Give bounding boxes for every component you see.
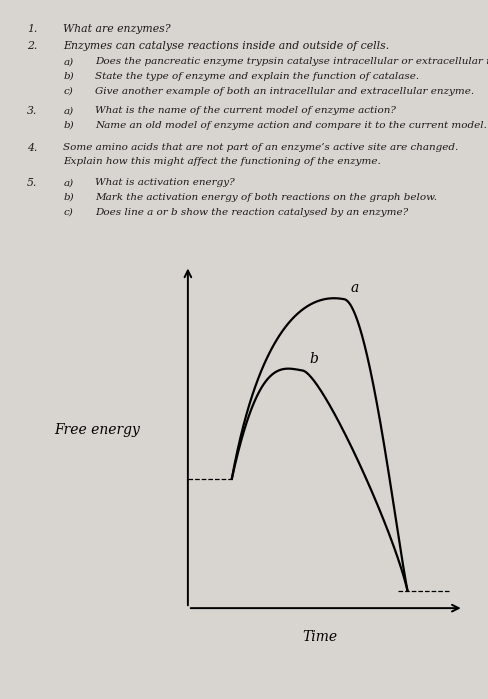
Text: Does line a or b show the reaction catalysed by an enzyme?: Does line a or b show the reaction catal… [95, 208, 408, 217]
Text: b: b [310, 352, 319, 366]
Text: What are enzymes?: What are enzymes? [63, 24, 171, 34]
Text: 1.: 1. [27, 24, 37, 34]
Text: a): a) [63, 178, 74, 187]
Text: 5.: 5. [27, 178, 37, 188]
Text: b): b) [63, 121, 74, 130]
Text: Some amino acids that are not part of an enzyme’s active site are changed.: Some amino acids that are not part of an… [63, 143, 459, 152]
Text: 2.: 2. [27, 41, 37, 51]
Text: Give another example of both an intracellular and extracellular enzyme.: Give another example of both an intracel… [95, 87, 474, 96]
Text: Time: Time [302, 630, 337, 644]
Text: a): a) [63, 57, 74, 66]
Text: 4.: 4. [27, 143, 37, 152]
Text: c): c) [63, 208, 73, 217]
Text: b): b) [63, 193, 74, 202]
Text: Free energy: Free energy [55, 423, 141, 437]
Text: Name an old model of enzyme action and compare it to the current model.: Name an old model of enzyme action and c… [95, 121, 487, 130]
Text: State the type of enzyme and explain the function of catalase.: State the type of enzyme and explain the… [95, 72, 419, 81]
Text: 3.: 3. [27, 106, 37, 116]
Text: What is activation energy?: What is activation energy? [95, 178, 235, 187]
Text: a: a [350, 281, 359, 295]
Text: Enzymes can catalyse reactions inside and outside of cells.: Enzymes can catalyse reactions inside an… [63, 41, 390, 51]
Text: Mark the activation energy of both reactions on the graph below.: Mark the activation energy of both react… [95, 193, 437, 202]
Text: b): b) [63, 72, 74, 81]
Text: a): a) [63, 106, 74, 115]
Text: Explain how this might affect the functioning of the enzyme.: Explain how this might affect the functi… [63, 157, 381, 166]
Text: What is the name of the current model of enzyme action?: What is the name of the current model of… [95, 106, 396, 115]
Text: Does the pancreatic enzyme trypsin catalyse intracellular or extracellular react: Does the pancreatic enzyme trypsin catal… [95, 57, 488, 66]
Text: c): c) [63, 87, 73, 96]
